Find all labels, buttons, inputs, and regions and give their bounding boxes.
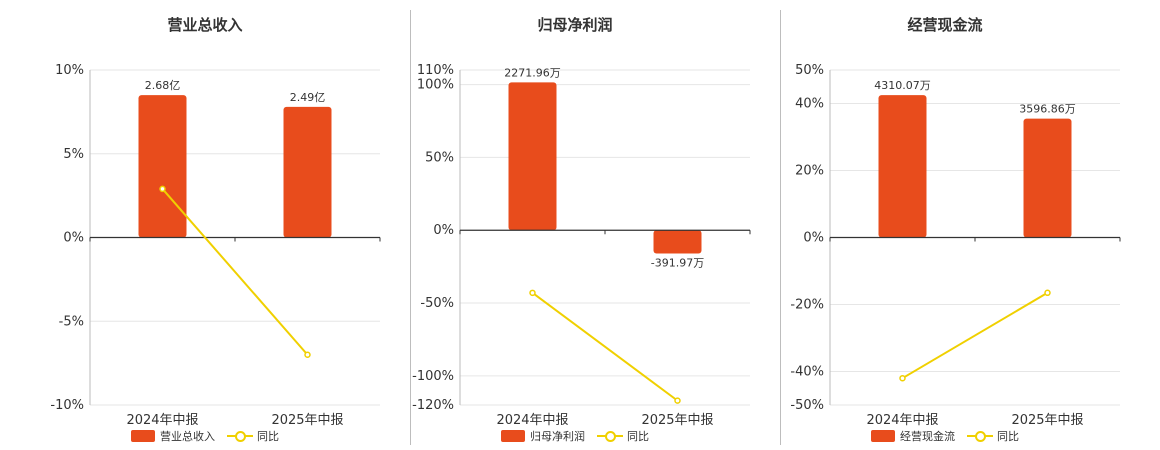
x-tick-label: 2024年中报 [866, 413, 938, 428]
y-tick-label: 20% [795, 164, 824, 179]
bar-data-label: 2.49亿 [290, 91, 326, 104]
legend-line-label: 同比 [257, 430, 279, 443]
chart-title: 归母净利润 [537, 16, 613, 34]
y-tick-label: 50% [795, 63, 824, 78]
bar [1023, 118, 1072, 238]
chart-legend[interactable]: 经营现金流 同比 [760, 428, 1130, 444]
bar [653, 230, 702, 254]
yoy-point [529, 289, 536, 297]
legend-bar-label: 归母净利润 [530, 430, 585, 443]
y-tick-label: -40% [790, 365, 824, 380]
x-tick-label: 2025年中报 [641, 413, 713, 428]
y-tick-label: 110% [417, 63, 454, 78]
yoy-line [901, 291, 1049, 380]
bar-data-label: 2271.96万 [504, 66, 561, 79]
x-tick-label: 2024年中报 [126, 413, 198, 428]
chart-svg-cash-flow: 50% 40% 20% 0% -20% -40% -50% 4310.07万 2024年中报 35… [790, 63, 1121, 428]
y-tick-label: -20% [790, 298, 824, 313]
legend-line-label: 同比 [627, 430, 649, 443]
bar-data-label: 4310.07万 [874, 79, 931, 92]
legend-bar-label: 经营现金流 [900, 430, 955, 443]
x-tick-label: 2025年中报 [271, 413, 343, 428]
y-tick-label: -50% [420, 296, 454, 311]
chart-panel-revenue: 营业总收入 10% 5% 0% -5% -10% 2.68亿 2024年中报 2.49亿 202… [20, 0, 390, 450]
yoy-point [899, 374, 906, 382]
legend-bar-swatch [871, 430, 895, 442]
y-tick-label: -5% [59, 314, 84, 329]
chart-title: 经营现金流 [907, 16, 983, 34]
y-tick-label: 5% [63, 147, 84, 162]
y-tick-label: 100% [417, 78, 454, 93]
legend-line-icon [597, 430, 623, 442]
panel-divider [410, 10, 411, 445]
bar-data-label: 2.68亿 [145, 79, 181, 92]
chart-panel-net-profit: 归母净利润 110% 100% 50% 0% -50% -100% -120% 2271.96… [390, 0, 760, 450]
panel-divider [780, 10, 781, 445]
chart-svg-revenue: 10% 5% 0% -5% -10% 2.68亿 2024年中报 2.49亿 2025年中报 [50, 63, 381, 428]
yoy-line [531, 292, 679, 402]
chart-legend[interactable]: 归母净利润 同比 [390, 428, 760, 444]
y-tick-label: 10% [55, 63, 84, 78]
bar [283, 106, 332, 238]
chart-title: 营业总收入 [167, 16, 243, 34]
legend-bar-label: 营业总收入 [160, 430, 215, 443]
y-tick-label: 0% [63, 231, 84, 246]
legend-bar-swatch [131, 430, 155, 442]
bar [138, 95, 187, 238]
y-tick-label: 0% [433, 223, 454, 238]
legend-bar-swatch [501, 430, 525, 442]
y-tick-label: 40% [795, 97, 824, 112]
legend-line-label: 同比 [997, 430, 1019, 443]
x-tick-label: 2025年中报 [1011, 413, 1083, 428]
chart-svg-net-profit: 110%100% 50% 0% -50% -100% -120% 2271.96万 2024年… [412, 63, 751, 428]
y-tick-label: -100% [412, 369, 454, 384]
bar-data-label: -391.97万 [651, 257, 704, 270]
bar-data-label: 3596.86万 [1019, 103, 1076, 116]
yoy-point [674, 397, 681, 404]
y-tick-label: -50% [790, 398, 824, 413]
chart-legend[interactable]: 营业总收入 同比 [20, 428, 390, 444]
bar [508, 82, 557, 231]
yoy-point [159, 185, 166, 193]
yoy-point [304, 351, 311, 358]
y-tick-label: 50% [425, 150, 454, 165]
y-tick-label: -10% [50, 398, 84, 413]
x-tick-label: 2024年中报 [496, 413, 568, 428]
legend-line-icon [967, 430, 993, 442]
y-tick-label: 0% [803, 231, 824, 246]
y-tick-label: -120% [412, 398, 454, 413]
bar [878, 95, 927, 238]
chart-panel-operating-cash-flow: 经营现金流 50% 40% 20% 0% -20% -40% -50% 4310.07万 202… [760, 0, 1130, 450]
legend-line-icon [227, 430, 253, 442]
yoy-line [161, 188, 309, 356]
yoy-point [1044, 289, 1051, 297]
